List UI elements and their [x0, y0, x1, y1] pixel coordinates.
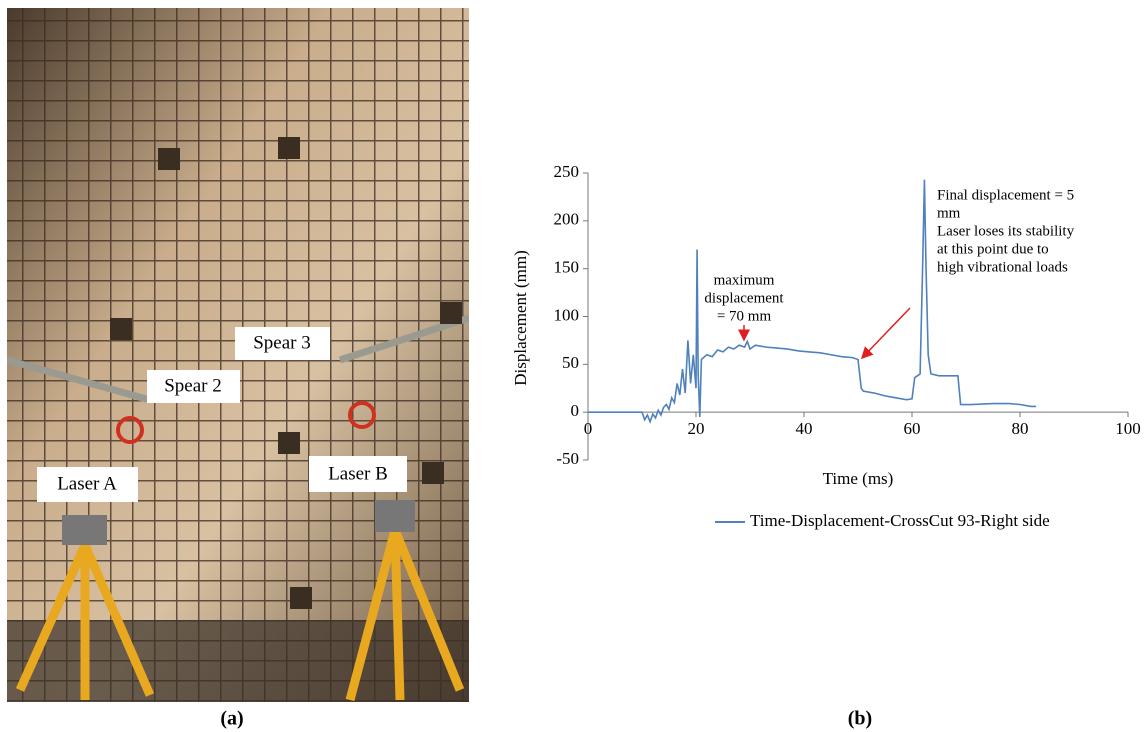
- x-tick-label: 60: [904, 419, 921, 438]
- annotation-arrow: [860, 307, 911, 360]
- annotation: maximum: [714, 272, 775, 288]
- photo-labels: Spear 3 Spear 2 Laser A Laser B: [37, 327, 407, 502]
- y-tick-label: 200: [554, 210, 580, 229]
- x-tick-label: 100: [1115, 419, 1141, 438]
- annotation: displacement: [704, 290, 784, 306]
- annotation: = 70 mm: [717, 308, 772, 324]
- photo-label: Laser B: [328, 463, 388, 484]
- y-axis-label: Displacement (mm): [511, 250, 530, 386]
- caption: (b): [848, 708, 872, 730]
- photo-label: Spear 2: [164, 375, 222, 396]
- annotation: high vibrational loads: [937, 259, 1068, 275]
- x-tick-label: 80: [1012, 419, 1029, 438]
- x-tick-label: 20: [688, 419, 705, 438]
- annotation: Laser loses its stability: [937, 223, 1075, 239]
- data-line: [588, 179, 1037, 424]
- caption: (a): [220, 708, 243, 730]
- photo-label: Laser A: [57, 473, 117, 494]
- x-tick-label: 0: [584, 419, 593, 438]
- annotation: mm: [937, 205, 961, 221]
- x-axis-label: Time (ms): [823, 469, 894, 488]
- photo-label: Spear 3: [253, 332, 311, 353]
- y-tick-label: 0: [571, 401, 580, 420]
- y-tick-label: 100: [554, 305, 580, 324]
- annotation: at this point due to: [937, 241, 1049, 257]
- annotation: Final displacement = 5: [937, 187, 1074, 203]
- y-tick-label: 50: [562, 353, 579, 372]
- x-tick-label: 40: [796, 419, 813, 438]
- y-tick-label: 250: [554, 162, 580, 181]
- y-tick-label: -50: [556, 449, 579, 468]
- y-tick-label: 150: [554, 258, 580, 277]
- legend-label: Time-Displacement-CrossCut 93-Right side: [750, 511, 1050, 530]
